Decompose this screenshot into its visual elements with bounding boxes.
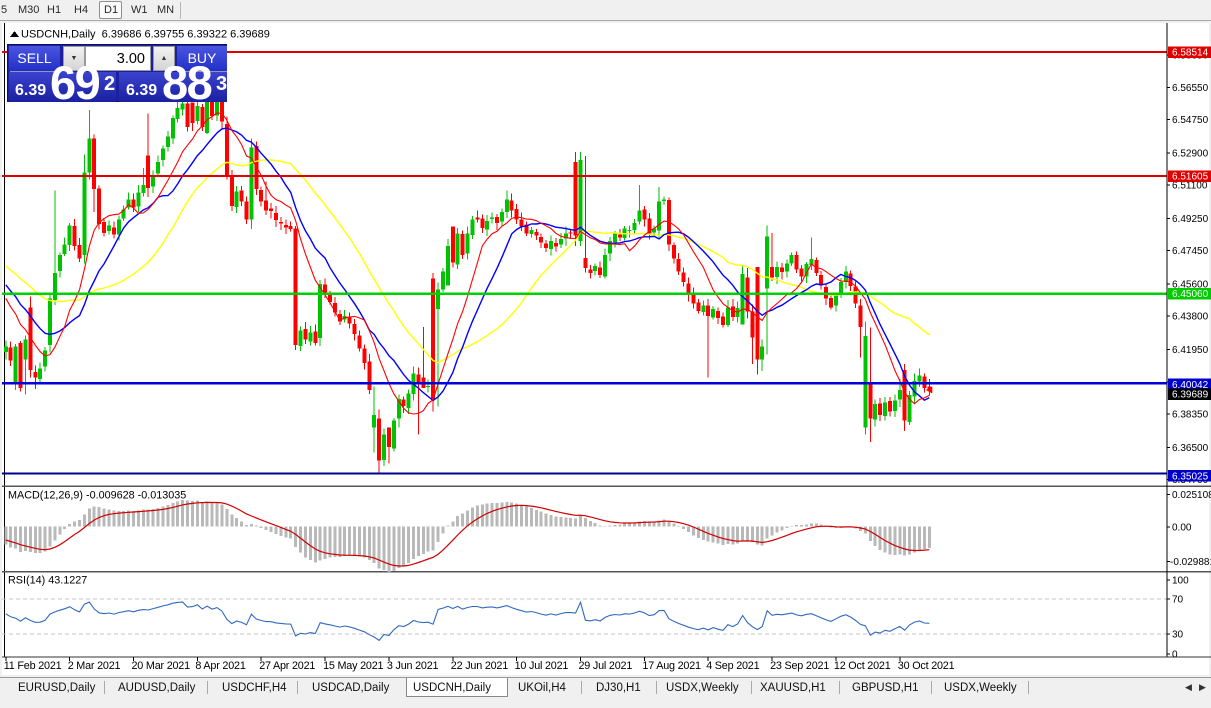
svg-text:USDCNH,Daily 6.39686 6.39755: USDCNH,Daily 6.39686 6.39755 6.39322 6.3… (21, 29, 270, 41)
svg-text:100: 100 (1172, 576, 1189, 587)
svg-text:0.00: 0.00 (1172, 523, 1192, 534)
svg-text:RSI(14) 43.1227: RSI(14) 43.1227 (8, 575, 87, 587)
svg-text:6.41950: 6.41950 (1172, 345, 1209, 356)
svg-text:6.45600: 6.45600 (1172, 279, 1209, 290)
svg-text:2 Mar 2021: 2 Mar 2021 (68, 660, 121, 672)
svg-text:6.36500: 6.36500 (1172, 443, 1209, 454)
svg-text:6.40042: 6.40042 (1172, 380, 1209, 391)
svg-text:0.025108: 0.025108 (1172, 490, 1211, 501)
svg-text:MACD(12,26,9) -0.009628 -0.013: MACD(12,26,9) -0.009628 -0.013035 (8, 490, 186, 502)
svg-text:15 May 2021: 15 May 2021 (323, 660, 383, 672)
svg-text:3 Jun 2021: 3 Jun 2021 (387, 660, 439, 672)
svg-text:22 Jun 2021: 22 Jun 2021 (451, 660, 508, 672)
svg-text:6.35025: 6.35025 (1172, 472, 1209, 483)
svg-text:6.43800: 6.43800 (1172, 312, 1209, 323)
svg-text:6.47450: 6.47450 (1172, 246, 1209, 257)
svg-text:70: 70 (1172, 595, 1184, 606)
svg-text:6.38350: 6.38350 (1172, 410, 1209, 421)
svg-text:6.51605: 6.51605 (1172, 172, 1209, 183)
svg-text:30: 30 (1172, 629, 1184, 640)
svg-text:4 Sep 2021: 4 Sep 2021 (706, 660, 759, 672)
svg-text:20 Mar 2021: 20 Mar 2021 (132, 660, 191, 672)
svg-text:6.49250: 6.49250 (1172, 214, 1209, 225)
svg-text:27 Apr 2021: 27 Apr 2021 (259, 660, 315, 672)
svg-text:6.45060: 6.45060 (1172, 289, 1209, 300)
svg-text:6.51100: 6.51100 (1172, 181, 1208, 192)
svg-text:6.39689: 6.39689 (1172, 390, 1209, 401)
svg-text:6.54750: 6.54750 (1172, 115, 1209, 126)
svg-text:11 Feb 2021: 11 Feb 2021 (4, 660, 62, 672)
svg-text:17 Aug 2021: 17 Aug 2021 (642, 660, 701, 672)
svg-text:6.58514: 6.58514 (1172, 48, 1209, 59)
svg-text:6.52900: 6.52900 (1172, 148, 1209, 159)
svg-text:29 Jul 2021: 29 Jul 2021 (579, 660, 633, 672)
svg-text:-0.029881: -0.029881 (1170, 557, 1211, 568)
svg-text:10 Jul 2021: 10 Jul 2021 (515, 660, 569, 672)
svg-text:12 Oct 2021: 12 Oct 2021 (834, 660, 891, 672)
svg-text:6.56550: 6.56550 (1172, 83, 1209, 94)
svg-text:23 Sep 2021: 23 Sep 2021 (770, 660, 829, 672)
svg-text:0: 0 (1172, 650, 1178, 661)
svg-text:8 Apr 2021: 8 Apr 2021 (195, 660, 245, 672)
svg-text:30 Oct 2021: 30 Oct 2021 (898, 660, 955, 672)
